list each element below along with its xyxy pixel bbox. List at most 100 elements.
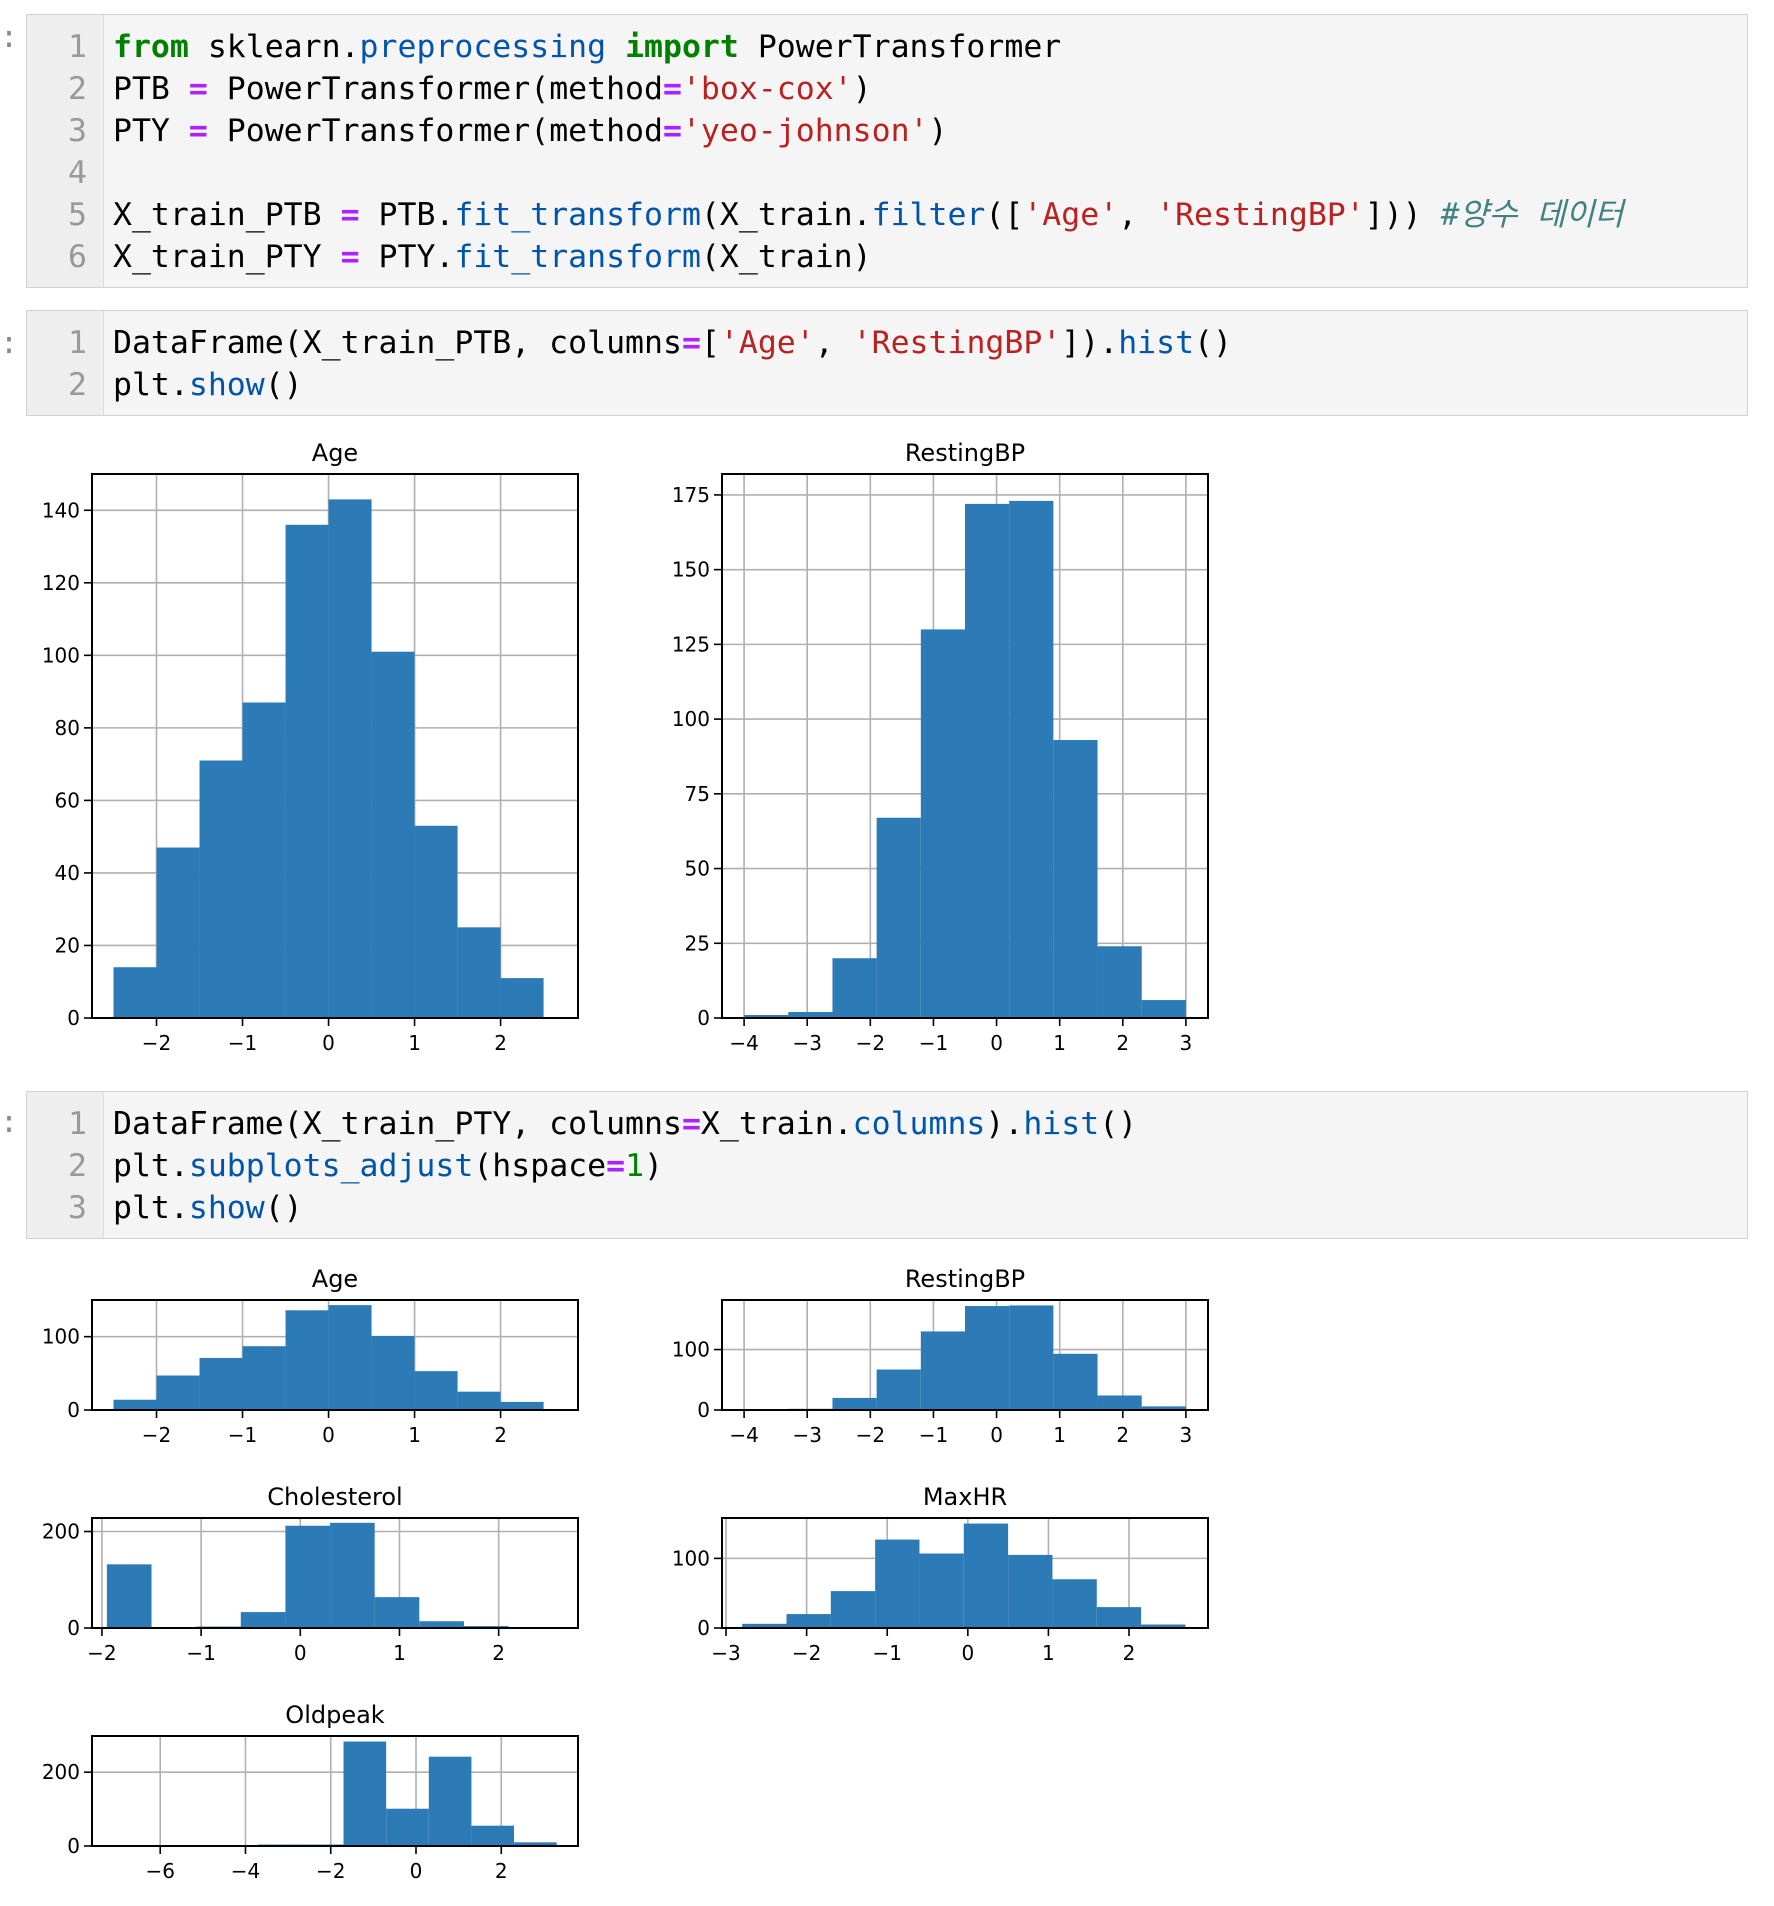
histogram-bar <box>1141 1406 1186 1410</box>
code-cell-1[interactable]: 1 from sklearn.preprocessing import Power… <box>26 14 1748 288</box>
chart-title: Cholesterol <box>267 1483 402 1511</box>
histogram-bar <box>199 760 243 1018</box>
x-tick-label: 1 <box>408 1031 421 1055</box>
histogram-bar <box>876 817 921 1018</box>
code-token: 'yeo-johnson' <box>681 113 929 149</box>
x-tick-label: 2 <box>1116 1031 1129 1055</box>
code-line[interactable]: 2 plt.show() <box>27 364 1747 406</box>
code-token: plt. <box>113 367 189 403</box>
histogram-bar <box>1097 946 1142 1018</box>
histogram-bar <box>457 927 501 1018</box>
x-tick-label: 0 <box>990 1423 1003 1447</box>
code-token: columns <box>852 1106 986 1142</box>
code-token: ) <box>644 1148 664 1184</box>
y-tick-label: 120 <box>42 571 80 595</box>
x-tick-label: −2 <box>856 1423 885 1447</box>
histogram-bar <box>156 1375 200 1410</box>
code-token: = <box>340 239 360 275</box>
plot-frame <box>91 1735 579 1847</box>
y-tick-label: 175 <box>672 483 710 507</box>
y-tick-label: 140 <box>42 498 80 522</box>
code-token: = <box>188 113 208 149</box>
y-tick-label: 200 <box>42 1520 80 1544</box>
histogram-bar <box>876 1369 921 1410</box>
code-token: () <box>264 1190 303 1226</box>
code-text: plt.show() <box>113 1187 303 1229</box>
code-text: PTB = PowerTransformer(method='box-cox') <box>113 68 872 110</box>
x-tick-label: 0 <box>294 1641 307 1665</box>
histogram-bar <box>919 1553 964 1628</box>
code-token: () <box>264 367 303 403</box>
code-line[interactable]: 3 plt.show() <box>27 1187 1747 1229</box>
histogram-bar <box>963 1523 1009 1628</box>
code-line[interactable]: 4 <box>27 152 1747 194</box>
x-tick-label: 3 <box>1180 1031 1193 1055</box>
code-line[interactable]: 6 X_train_PTY = PTY.fit_transform(X_train… <box>27 236 1747 278</box>
histogram-bar <box>414 1371 458 1410</box>
code-line[interactable]: 5 X_train_PTB = PTB.fit_transform(X_train… <box>27 194 1747 236</box>
code-token: hist <box>1118 325 1195 361</box>
histogram-bar <box>428 1756 472 1846</box>
histogram-cholesterol: −2 −1 0 1 2 0 200 Cholesterol <box>42 1483 579 1665</box>
code-line[interactable]: 2 plt.subplots_adjust(hspace=1) <box>27 1145 1747 1187</box>
code-token: 'RestingBP' <box>852 325 1062 361</box>
x-tick-label: 1 <box>393 1641 406 1665</box>
histogram-bar <box>414 825 458 1018</box>
line-number: 2 <box>68 71 87 107</box>
x-tick-label: −3 <box>792 1031 821 1055</box>
code-line[interactable]: 1 from sklearn.preprocessing import Power… <box>27 26 1747 68</box>
x-tick-label: −3 <box>792 1423 821 1447</box>
chart-title: RestingBP <box>905 439 1025 467</box>
line-number: 1 <box>68 1106 87 1142</box>
code-cell-2[interactable]: 1 DataFrame(X_train_PTB, columns=['Age', … <box>26 310 1748 416</box>
y-tick-label: 0 <box>697 1006 710 1030</box>
code-line[interactable]: 2 PTB = PowerTransformer(method='box-cox'… <box>27 68 1747 110</box>
histogram-bar <box>371 651 415 1018</box>
y-tick-label: 100 <box>42 1325 80 1349</box>
code-token: (X_train. <box>700 197 872 233</box>
histogram-bar <box>1141 1624 1186 1628</box>
histogram-bar <box>1097 1395 1142 1410</box>
code-token: ])) <box>1364 197 1441 233</box>
cell-prompt: : <box>0 326 19 361</box>
y-tick-label: 20 <box>55 933 80 957</box>
y-tick-label: 25 <box>685 931 710 955</box>
code-token: ([ <box>985 197 1024 233</box>
code-token: PTB. <box>359 197 455 233</box>
cell-prompt: : <box>0 1105 19 1140</box>
code-token: PowerTransformer(method <box>207 71 663 107</box>
code-line[interactable]: 1 DataFrame(X_train_PTB, columns=['Age', … <box>27 322 1747 364</box>
x-tick-label: −4 <box>729 1423 758 1447</box>
histogram-bar <box>1009 1305 1054 1410</box>
y-tick-label: 0 <box>67 1616 80 1640</box>
code-token: preprocessing <box>359 29 607 65</box>
code-token: fit_transform <box>454 197 701 233</box>
y-tick-label: 60 <box>55 788 80 812</box>
histogram-bar <box>786 1614 831 1628</box>
code-line[interactable]: 1 DataFrame(X_train_PTY, columns=X_train.… <box>27 1103 1747 1145</box>
code-token: () <box>1194 325 1232 361</box>
chart-title: RestingBP <box>905 1265 1025 1293</box>
code-text: DataFrame(X_train_PTY, columns=X_train.c… <box>113 1103 1137 1145</box>
x-tick-label: −4 <box>231 1859 260 1883</box>
y-tick-label: 40 <box>55 861 80 885</box>
code-cell-3[interactable]: 1 DataFrame(X_train_PTY, columns=X_train.… <box>26 1091 1748 1239</box>
histogram-bar <box>199 1357 243 1410</box>
code-line[interactable]: 3 PTY = PowerTransformer(method='yeo-john… <box>27 110 1747 152</box>
code-token: X_train. <box>700 1106 853 1142</box>
x-tick-label: 2 <box>492 1641 505 1665</box>
code-token: = <box>662 113 682 149</box>
code-token: () <box>1099 1106 1138 1142</box>
code-token: ]). <box>1061 325 1119 361</box>
histogram-bar <box>285 524 329 1018</box>
histogram-bar <box>374 1597 420 1628</box>
code-text: plt.subplots_adjust(hspace=1) <box>113 1145 663 1187</box>
code-token: = <box>188 71 208 107</box>
code-token: PTB <box>113 71 189 107</box>
code-token: PTY. <box>359 239 455 275</box>
code-token: plt. <box>113 1148 189 1184</box>
x-tick-label: −6 <box>145 1859 174 1883</box>
line-number: 1 <box>68 29 87 65</box>
histogram-bar <box>500 978 544 1018</box>
